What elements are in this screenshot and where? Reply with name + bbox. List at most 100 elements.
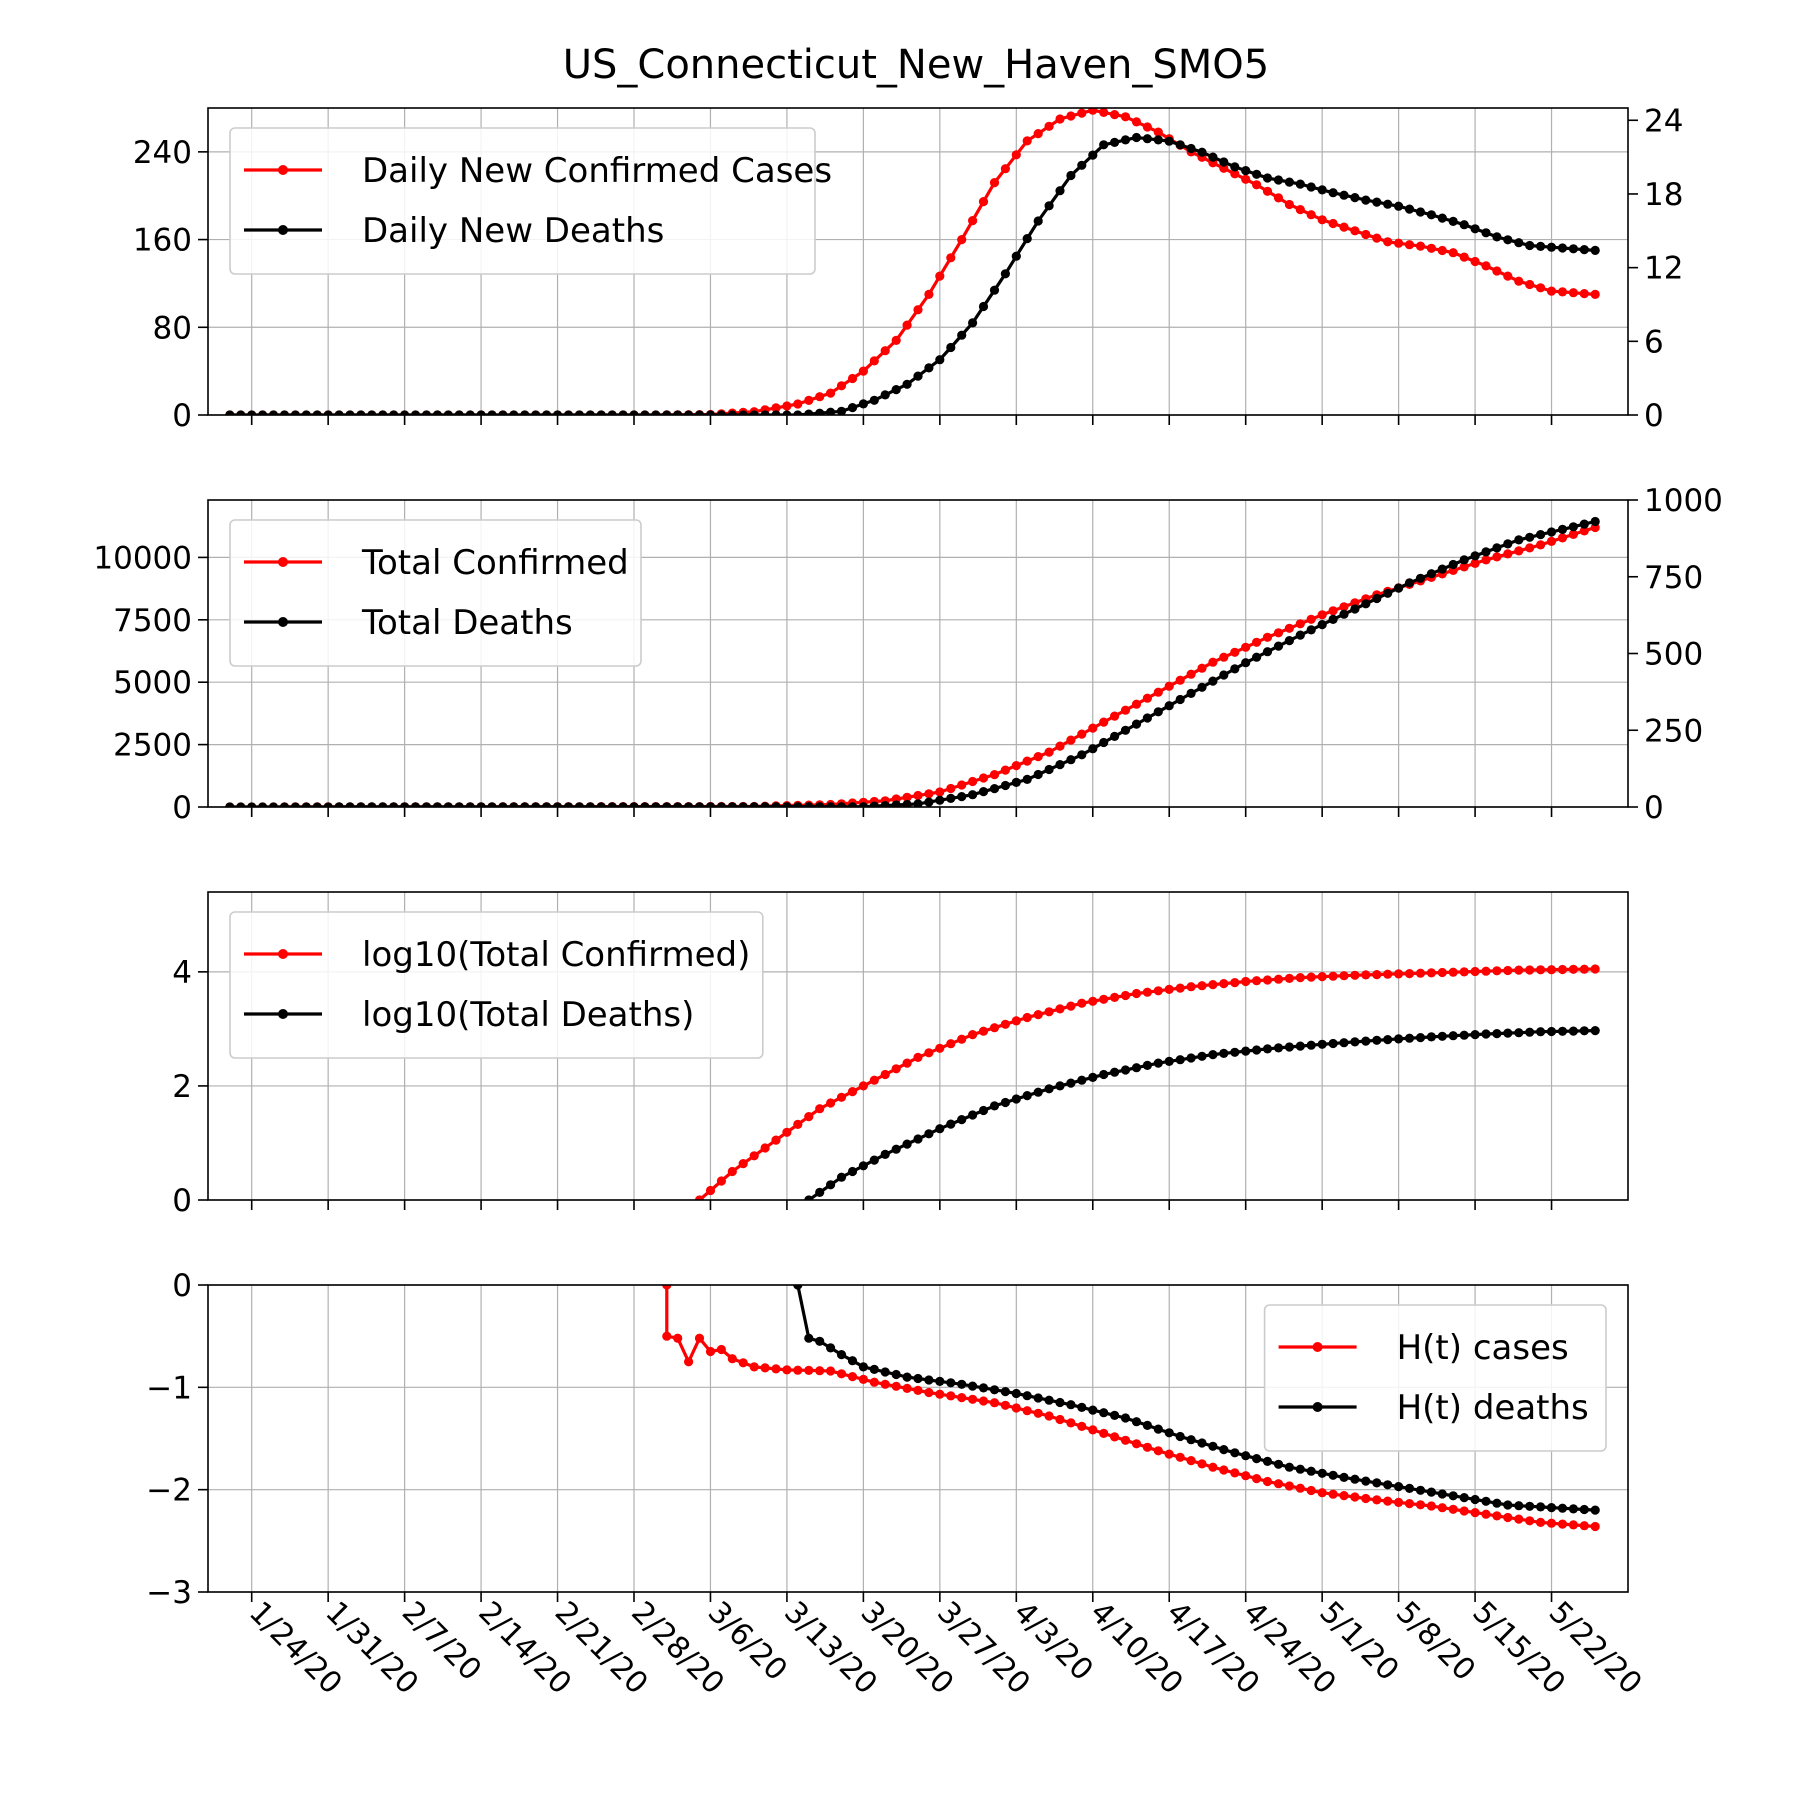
data-point (1568, 1504, 1578, 1514)
data-point (1077, 729, 1087, 739)
data-point (563, 410, 574, 415)
data-point (957, 1115, 967, 1125)
legend-box (229, 127, 816, 275)
data-point (651, 802, 661, 807)
data-point (1470, 256, 1480, 267)
data-point (826, 1180, 836, 1190)
data-point (858, 399, 869, 409)
data-point (858, 366, 869, 376)
data-point (290, 802, 300, 807)
data-point (1514, 546, 1524, 556)
data-point (498, 410, 508, 415)
data-point (902, 1383, 912, 1393)
data-point (465, 410, 475, 415)
data-point (880, 1069, 890, 1080)
data-point (749, 1151, 759, 1161)
data-point (1197, 1438, 1207, 1448)
data-point (1525, 1501, 1535, 1511)
data-point (1099, 737, 1109, 748)
data-point (968, 1381, 978, 1391)
data-point (1241, 166, 1251, 176)
data-point (1011, 251, 1021, 261)
data-point (345, 802, 355, 807)
data-point (1328, 971, 1338, 981)
data-point (935, 795, 945, 805)
data-point (826, 407, 836, 415)
data-point (1142, 134, 1152, 144)
data-point (1252, 1045, 1262, 1055)
data-point (913, 371, 923, 381)
data-point (673, 802, 683, 807)
data-point (1230, 162, 1240, 172)
data-point (1503, 1500, 1513, 1510)
data-point (1503, 235, 1513, 245)
data-point (836, 1369, 847, 1379)
data-point (1579, 1026, 1589, 1036)
data-point (1372, 1495, 1382, 1505)
data-point (596, 410, 606, 415)
data-point (1394, 238, 1404, 248)
series-layer (694, 964, 1600, 1200)
data-point (749, 1362, 759, 1372)
axes-frame (207, 499, 1629, 808)
data-point (1404, 969, 1415, 979)
data-point (531, 410, 541, 415)
data-point (989, 770, 1000, 780)
data-point (1142, 987, 1152, 997)
data-point (1590, 245, 1600, 255)
data-point (1306, 210, 1316, 220)
data-point (902, 1058, 912, 1068)
data-point (716, 802, 726, 807)
data-point (247, 410, 257, 415)
data-point (1120, 725, 1131, 735)
data-point (815, 1187, 825, 1197)
data-point (1459, 967, 1469, 977)
data-point (1536, 530, 1546, 540)
data-point (1404, 578, 1415, 588)
data-point (1055, 1397, 1065, 1408)
data-point (705, 1346, 716, 1357)
data-point (1459, 1030, 1469, 1040)
data-point (323, 802, 333, 807)
data-point (858, 1374, 869, 1384)
data-point (1437, 245, 1447, 256)
data-point (1066, 755, 1076, 765)
data-point (1284, 177, 1294, 187)
data-point (367, 410, 377, 415)
data-point (1546, 286, 1557, 296)
data-point (1088, 1405, 1098, 1415)
data-point (1131, 1063, 1142, 1073)
data-point (1219, 1465, 1229, 1475)
data-point (651, 410, 661, 415)
axes-frame (207, 107, 1629, 416)
data-point (1492, 543, 1502, 553)
data-point (705, 1185, 716, 1196)
data-point (312, 410, 322, 415)
data-point (968, 1110, 978, 1120)
data-point (716, 1176, 727, 1186)
legend-label: Daily New Deaths (362, 211, 664, 251)
data-point (1459, 562, 1469, 572)
data-point (1546, 536, 1557, 547)
data-point (978, 1383, 989, 1393)
data-point (225, 410, 235, 415)
data-point (1448, 559, 1458, 570)
data-point (1459, 1506, 1469, 1516)
data-point (1306, 972, 1316, 982)
data-point (1350, 1474, 1360, 1484)
data-point (1164, 984, 1174, 995)
data-point (1568, 529, 1578, 540)
data-point (1284, 1462, 1294, 1472)
data-point (684, 802, 694, 807)
data-point (1295, 179, 1305, 189)
data-point (1557, 524, 1568, 535)
data-point (1110, 1410, 1120, 1420)
data-point (968, 1030, 978, 1040)
legend-marker (1312, 1402, 1323, 1412)
data-point (1197, 1459, 1207, 1469)
data-point (1088, 1072, 1098, 1082)
data-point (891, 800, 901, 807)
data-point (891, 1144, 901, 1154)
data-point (1503, 1028, 1513, 1038)
